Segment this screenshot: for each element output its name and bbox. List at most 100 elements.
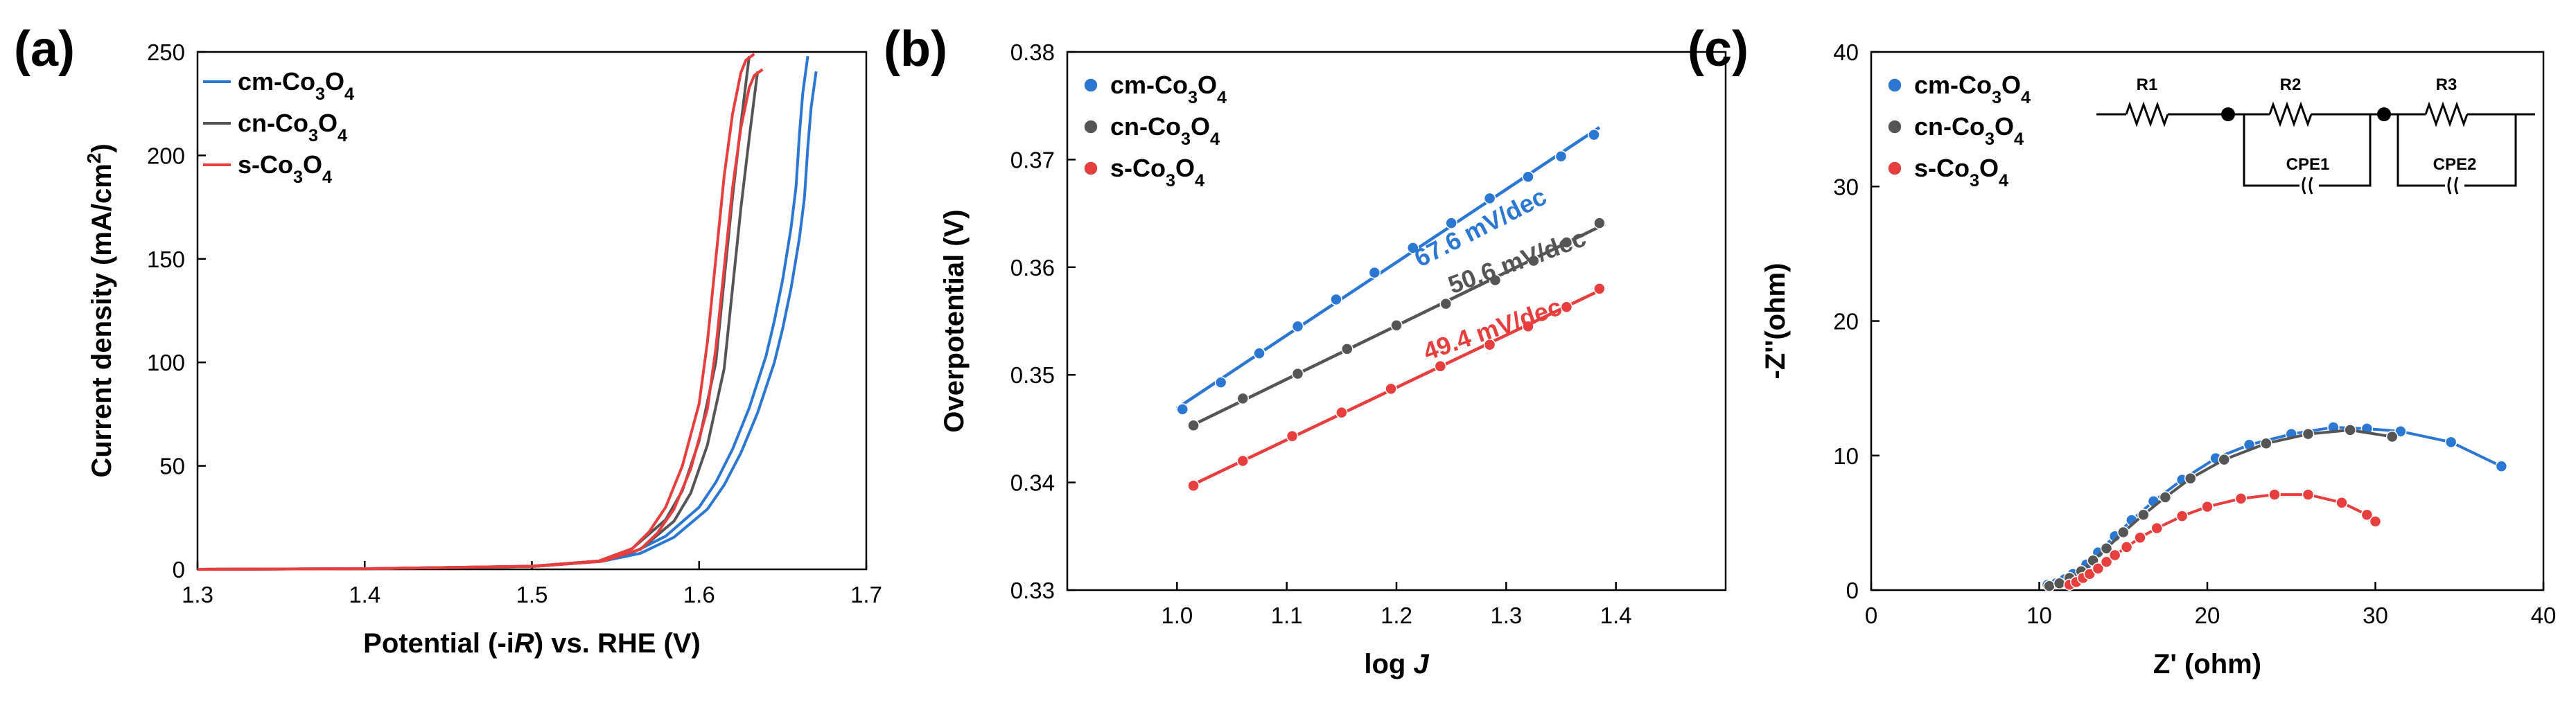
data-point-cm <box>1445 217 1457 229</box>
legend-marker <box>1084 78 1098 92</box>
y-tick-label: 40 <box>1833 39 1859 65</box>
data-point-s <box>2120 541 2133 553</box>
data-point-s <box>2201 500 2214 513</box>
data-point-cm <box>2495 460 2508 473</box>
y-tick-label: 10 <box>1833 443 1859 469</box>
curve-cm-return <box>200 71 818 571</box>
x-tick-label: 1.6 <box>683 582 715 607</box>
data-point-cm <box>1330 293 1342 306</box>
x-tick-label: 1.0 <box>1161 603 1193 628</box>
data-point-cn <box>1341 343 1353 355</box>
cpe-symbol <box>2302 177 2306 195</box>
y-axis-title: Overpotential (V) <box>939 209 970 432</box>
legend-entry-s: s-Co3O4 <box>1914 154 2008 190</box>
data-point-s <box>2175 510 2189 522</box>
x-tick-label: 1.5 <box>516 582 548 607</box>
legend-entry-cm: cm-Co3O4 <box>1110 71 1227 107</box>
data-point-cn <box>2100 542 2113 555</box>
data-point-s <box>2268 488 2281 501</box>
curve-s-return <box>200 68 764 571</box>
data-point-s <box>2360 508 2374 521</box>
data-point-cn <box>2159 491 2172 504</box>
data-point-cn <box>2043 580 2056 592</box>
legend-marker <box>1084 120 1098 134</box>
data-point-cm <box>1214 376 1227 389</box>
data-point-cn <box>2386 430 2399 443</box>
legend-entry-cm: cm-Co3O4 <box>1914 71 2031 107</box>
data-point-s <box>1286 430 1299 443</box>
legend-marker <box>1888 161 1902 175</box>
data-point-s <box>1522 320 1534 333</box>
panel-b: 1.0 1.1 1.2 1.3 1.4 0.33 0.34 0.35 0.36 0.37 0.38 l… <box>884 21 1727 679</box>
curve-cn-return <box>200 71 760 571</box>
data-point-cn <box>2184 472 2197 485</box>
y-tick-label: 50 <box>159 454 185 479</box>
data-point-cm <box>1176 403 1189 416</box>
cpe-symbol <box>2447 177 2452 195</box>
legend-marker <box>1084 161 1098 175</box>
legend-marker <box>1888 120 1902 134</box>
resistor-symbol <box>2268 101 2313 127</box>
x-tick-label: 20 <box>2195 603 2220 628</box>
data-point-s <box>1236 454 1250 468</box>
data-point-cm <box>2394 425 2407 438</box>
x-axis-title: log J <box>1364 649 1429 679</box>
legend-entry-s: s-Co3O4 <box>238 150 332 187</box>
circuit-label-r2: R2 <box>2280 75 2302 94</box>
data-point-cn <box>1489 274 1502 287</box>
data-point-cn <box>2302 427 2315 441</box>
data-point-cm <box>1554 150 1568 163</box>
data-point-cn <box>1439 297 1452 310</box>
circuit-label-r1: R1 <box>2137 75 2158 94</box>
y-tick-label: 200 <box>147 143 185 168</box>
x-axis-title: Potential (-iR) vs. RHE (V) <box>363 628 701 659</box>
data-point-s <box>1335 406 1348 419</box>
y-tick-label: 0.36 <box>1010 255 1055 281</box>
x-axis-title: Z' (ohm) <box>2153 649 2261 679</box>
y-axis-title: Current density (mA/cm2) <box>83 143 118 477</box>
y-tick-label: 30 <box>1833 174 1859 199</box>
y-tick-label: 0.34 <box>1010 470 1055 496</box>
x-tick-label: 10 <box>2026 603 2052 628</box>
resistor-symbol <box>2424 101 2469 127</box>
x-tick-label: 30 <box>2363 603 2388 628</box>
y-tick-label: 0.37 <box>1010 147 1055 172</box>
data-point-s <box>2134 531 2146 544</box>
data-point-s <box>1187 479 1200 492</box>
data-point-cm <box>1253 347 1265 359</box>
panel-label: (c) <box>1688 21 1749 77</box>
data-point-cm <box>1483 192 1496 205</box>
data-point-cn <box>2260 437 2272 450</box>
panel-label: (b) <box>884 21 947 77</box>
y-tick-label: 0.35 <box>1010 362 1055 388</box>
y-tick-label: 250 <box>147 39 185 65</box>
x-tick-label: 0 <box>1865 603 1877 628</box>
data-point-cm <box>2444 436 2457 449</box>
data-point-s <box>2302 488 2315 501</box>
data-point-s <box>2108 549 2121 562</box>
legend-marker <box>1888 78 1902 92</box>
y-tick-label: 0.38 <box>1010 39 1055 65</box>
data-point-s <box>1483 338 1496 351</box>
data-point-s <box>2336 496 2348 509</box>
circuit-label-cpe2: CPE2 <box>2433 155 2477 174</box>
x-tick-label: 1.4 <box>1600 603 1632 628</box>
data-point-cn <box>1593 217 1606 229</box>
resistor-symbol <box>2125 101 2169 127</box>
data-point-cm <box>1522 170 1534 184</box>
y-tick-label: 150 <box>147 247 185 272</box>
x-tick-label: 1.2 <box>1381 603 1412 628</box>
data-point-cm <box>1588 128 1600 141</box>
data-point-s <box>2150 522 2163 535</box>
panel-label: (a) <box>14 21 75 77</box>
legend-entry-cn: cn-Co3O4 <box>238 109 347 145</box>
x-tick-label: 1.1 <box>1271 603 1303 628</box>
circuit-label-r3: R3 <box>2436 75 2457 94</box>
data-point-cm <box>1368 266 1381 279</box>
data-point-s <box>1560 301 1573 314</box>
data-point-cn <box>1236 392 1250 405</box>
x-tick-label: 1.3 <box>1490 603 1522 628</box>
y-tick-label: 100 <box>147 350 185 375</box>
data-point-cm <box>1291 320 1304 333</box>
legend-entry-s: s-Co3O4 <box>1110 154 1204 190</box>
